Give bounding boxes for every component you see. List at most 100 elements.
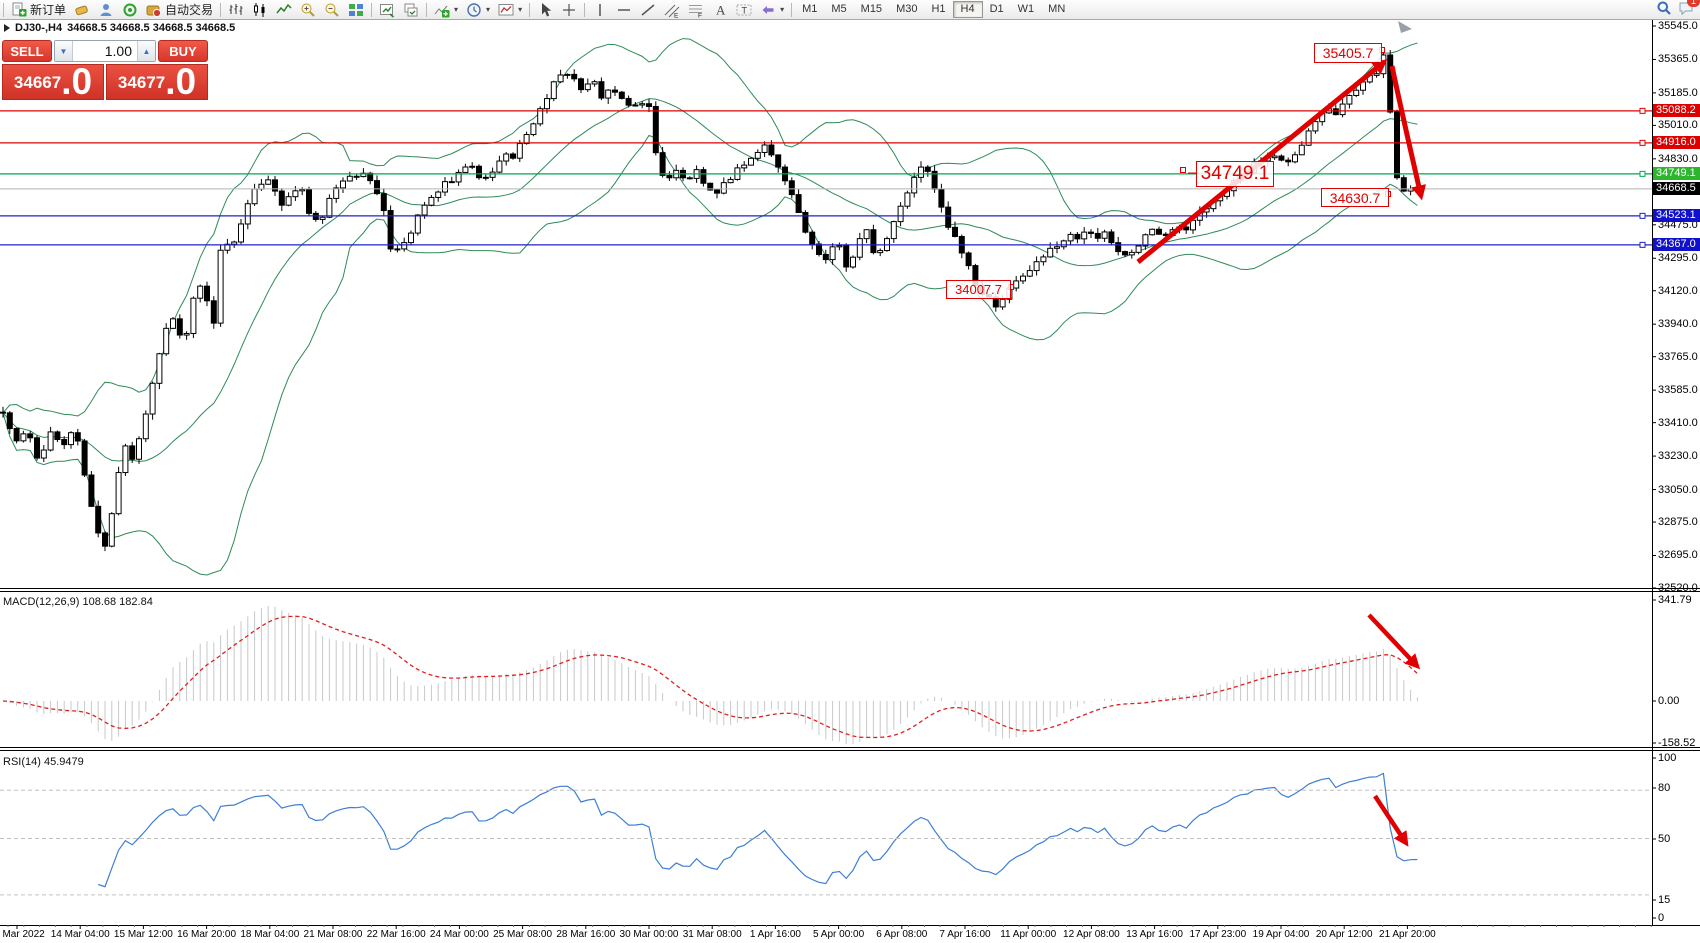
- timeframe-button-w1[interactable]: W1: [1017, 3, 1035, 15]
- timeframe-button-mn[interactable]: MN: [1048, 3, 1066, 15]
- sell-price[interactable]: 34667.0: [2, 61, 104, 102]
- volume-increase-button[interactable]: ▲: [137, 41, 155, 61]
- vertical-line-button[interactable]: [588, 0, 612, 19]
- price-level-badge: 34523.1: [1653, 209, 1700, 223]
- fibonacci-button[interactable]: F: [684, 0, 708, 19]
- price-tick-label: 33765.0: [1658, 350, 1698, 363]
- chat-button[interactable]: 1: [1678, 0, 1700, 19]
- eraser-icon: [74, 2, 90, 18]
- price-tick-label: 35010.0: [1658, 119, 1698, 132]
- volume-spinner: ▼ 1.00 ▲: [54, 40, 156, 62]
- zoom-out-button[interactable]: [320, 0, 344, 19]
- cascade-windows-button[interactable]: [399, 0, 423, 19]
- price-tick-label: 32520.0: [1658, 582, 1698, 594]
- labelT-icon: T: [736, 2, 752, 18]
- drop-price-label[interactable]: 34630.7: [1321, 188, 1389, 207]
- profile-button[interactable]: [94, 0, 118, 19]
- timeframe-button-d1[interactable]: D1: [989, 3, 1004, 15]
- toolbar-separator: [584, 2, 586, 17]
- timeframe-button-m30[interactable]: M30: [896, 3, 918, 15]
- level-endpoint-marker: [1639, 107, 1646, 114]
- sell-price-main: 34667: [13, 73, 62, 92]
- eraser-tool-button[interactable]: [70, 0, 94, 19]
- one-click-trade-panel: SELL ▼ 1.00 ▲ BUY 34667.0 34677.0: [2, 40, 208, 100]
- volume-input[interactable]: 1.00: [73, 41, 137, 61]
- candlestick-chart-button[interactable]: [248, 0, 272, 19]
- annotation-anchor-marker: [1180, 167, 1186, 173]
- price-tick-label: 33050.0: [1658, 483, 1698, 496]
- chevron-down-icon: ▾: [486, 5, 491, 14]
- price-tick-label: 35545.0: [1658, 20, 1698, 32]
- buy-price[interactable]: 34677.0: [106, 63, 208, 100]
- sell-price-frac: .0: [61, 61, 93, 102]
- time-axis-label: 18 Mar 04:00: [240, 929, 300, 940]
- shapes-icon: [760, 2, 776, 18]
- price-tick-label: 34120.0: [1658, 284, 1698, 297]
- equidistant-channel-button[interactable]: E: [660, 0, 684, 19]
- bar-chart-button[interactable]: [224, 0, 248, 19]
- text-label-button[interactable]: T: [732, 0, 756, 19]
- price-level-badge: 34749.1: [1653, 167, 1700, 181]
- channel-icon: E: [664, 2, 680, 18]
- macd-tick-label: 0.00: [1658, 695, 1680, 707]
- new-order-button[interactable]: 新订单: [7, 0, 70, 19]
- price-tick-label: 35185.0: [1658, 86, 1698, 99]
- peak-price-label[interactable]: 35405.7: [1314, 43, 1382, 63]
- drop-down-arrow[interactable]: [1389, 65, 1427, 201]
- price-tick-label: 33585.0: [1658, 384, 1698, 397]
- macd-tick-label: 341.79: [1658, 594, 1692, 606]
- time-axis-label: 31 Mar 08:00: [682, 929, 742, 940]
- buy-button[interactable]: BUY: [158, 40, 208, 62]
- search-icon[interactable]: [1656, 0, 1672, 19]
- price-tick-label: 34295.0: [1658, 252, 1698, 265]
- cursor-tool-button[interactable]: [533, 0, 557, 19]
- low-price-label[interactable]: 34007.7: [946, 280, 1011, 299]
- price-tick-label: 33410.0: [1658, 416, 1698, 429]
- arrange-icon: [379, 2, 395, 18]
- price-tick-label: 32875.0: [1658, 516, 1698, 529]
- symbol-quotes: 34668.5 34668.5 34668.5 34668.5: [67, 22, 236, 34]
- zoom-in-button[interactable]: [296, 0, 320, 19]
- autotrading-button[interactable]: 自动交易: [142, 0, 217, 19]
- price-tick-label: 34830.0: [1658, 152, 1698, 165]
- timeframe-button-h4[interactable]: H4: [952, 1, 983, 18]
- text-button[interactable]: A: [708, 0, 732, 19]
- time-axis-label: 19 Apr 04:00: [1252, 929, 1310, 940]
- time-axis-label: 20 Apr 12:00: [1315, 929, 1373, 940]
- time-axis-label: 25 Mar 08:00: [493, 929, 553, 940]
- price-tick-label: 33940.0: [1658, 318, 1698, 331]
- sell-button[interactable]: SELL: [2, 40, 52, 62]
- support-price-label[interactable]: 34749.1: [1196, 161, 1274, 187]
- volume-decrease-button[interactable]: ▼: [55, 41, 73, 61]
- tile-windows-button[interactable]: [344, 0, 368, 19]
- timeframe-button-m1[interactable]: M1: [802, 3, 818, 15]
- zoomout-icon: [324, 2, 340, 18]
- time-axis-label: 1 Apr 16:00: [749, 929, 801, 940]
- arrange-windows-button[interactable]: [375, 0, 399, 19]
- crosshair-tool-button[interactable]: [557, 0, 581, 19]
- chevron-down-icon: ▾: [780, 5, 785, 14]
- arrows-shapes-button[interactable]: ▾: [756, 0, 788, 19]
- autotrade-icon: [146, 2, 162, 18]
- signal-icon: [122, 2, 138, 18]
- timeframe-button-m5[interactable]: M5: [831, 3, 847, 15]
- time-axis-label: 7 Apr 16:00: [939, 929, 991, 940]
- horizontal-line-button[interactable]: [612, 0, 636, 19]
- time-axis-label: 24 Mar 00:00: [429, 929, 489, 940]
- toolbar-separator: [371, 2, 373, 17]
- templates-button[interactable]: ▾: [494, 0, 526, 19]
- line-chart-button[interactable]: [272, 0, 296, 19]
- rsi-down-arrow[interactable]: [1373, 794, 1409, 847]
- price-tick-label: 35365.0: [1658, 53, 1698, 66]
- timeframe-button-m15[interactable]: M15: [860, 3, 883, 15]
- macd-down-arrow[interactable]: [1367, 613, 1421, 670]
- periods-button[interactable]: ▾: [462, 0, 494, 19]
- cursor-arrow: [1398, 21, 1412, 33]
- indicators-button[interactable]: ▾: [430, 0, 462, 19]
- trendline-button[interactable]: [636, 0, 660, 19]
- timeframe-button-h1[interactable]: H1: [931, 3, 946, 15]
- signals-button[interactable]: [118, 0, 142, 19]
- time-axis-label: 6 Apr 08:00: [876, 929, 928, 940]
